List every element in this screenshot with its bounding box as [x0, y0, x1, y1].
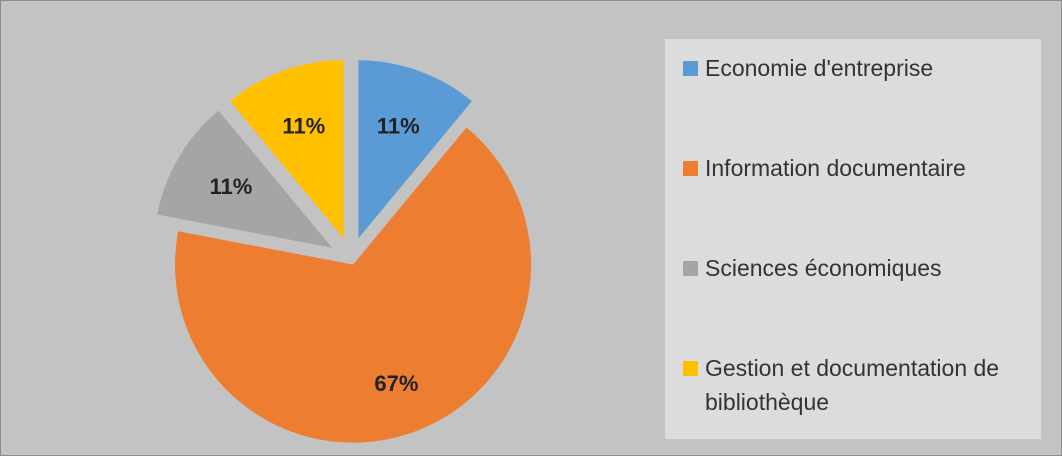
legend-label: Economie d'entreprise: [705, 55, 934, 81]
data-label: 67%: [374, 371, 418, 396]
legend-entry: Gestion et documentation de bibliothèque: [683, 351, 1033, 419]
data-label: 11%: [282, 114, 325, 139]
legend-entry: Economie d'entreprise: [683, 51, 1033, 85]
legend-label: Sciences économiques: [705, 255, 942, 281]
legend-label: Gestion et documentation de bibliothèque: [705, 355, 1000, 415]
data-label: 11%: [210, 174, 253, 199]
pie-slice: [157, 110, 333, 248]
pie-slice: [175, 127, 532, 443]
legend-swatch: [683, 261, 698, 276]
legend-swatch: [683, 361, 698, 376]
legend: Economie d'entreprise Information documen…: [665, 39, 1041, 439]
pie-chart: 11% 67% 11% 11%: [157, 60, 532, 443]
legend-label: Information documentaire: [705, 155, 966, 181]
pie-slice: [358, 60, 472, 239]
data-label: 11%: [377, 114, 420, 139]
legend-entry: Information documentaire: [683, 151, 1033, 185]
legend-swatch: [683, 161, 698, 176]
pie-slice: [230, 60, 344, 239]
legend-entry: Sciences économiques: [683, 251, 1033, 285]
legend-swatch: [683, 61, 698, 76]
